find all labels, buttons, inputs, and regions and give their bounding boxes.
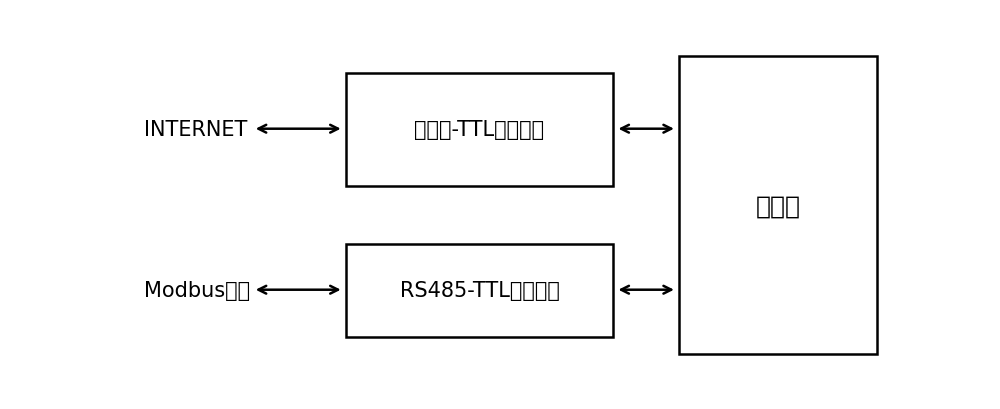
FancyBboxPatch shape xyxy=(346,244,613,337)
FancyBboxPatch shape xyxy=(679,57,877,355)
Text: 以太网-TTL转换电路: 以太网-TTL转换电路 xyxy=(414,120,545,140)
Text: RS485-TTL转换电路: RS485-TTL转换电路 xyxy=(400,281,560,301)
FancyBboxPatch shape xyxy=(346,74,613,186)
Text: INTERNET: INTERNET xyxy=(144,119,248,139)
Text: Modbus总线: Modbus总线 xyxy=(144,280,250,300)
Text: 单片机: 单片机 xyxy=(755,194,800,218)
